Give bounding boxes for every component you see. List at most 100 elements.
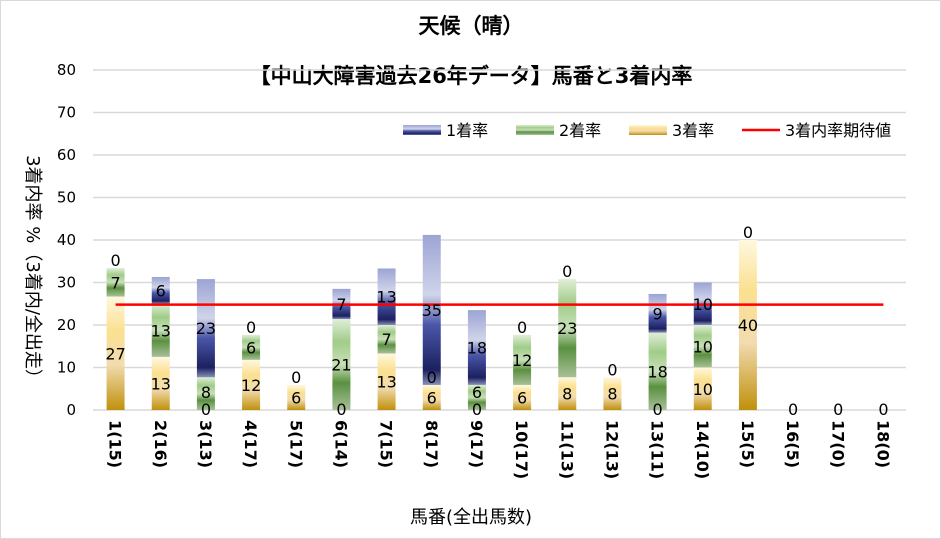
y-tick-label: 10	[57, 359, 76, 377]
data-label: 40	[738, 316, 758, 335]
x-tick-label: 18(0)	[873, 420, 892, 468]
x-tick-label: 10(17)	[512, 420, 531, 479]
data-label: 10	[693, 337, 713, 356]
bar-segment-2	[648, 332, 667, 410]
x-axis-label: 馬番(全出馬数)	[410, 507, 532, 528]
x-tick-label: 11(13)	[557, 420, 576, 479]
data-label: 6	[517, 388, 527, 407]
y-tick-label: 40	[57, 231, 76, 249]
x-tick-label: 17(0)	[828, 420, 847, 468]
bar-segment-2	[106, 268, 125, 297]
chart-subtitle: 【中山大障害過去26年データ】馬番と3着内率	[250, 64, 693, 88]
legend-swatch	[516, 125, 554, 135]
x-tick-label: 6(14)	[331, 420, 350, 468]
x-tick-label: 1(15)	[106, 420, 125, 468]
data-label: 13	[376, 288, 396, 307]
bar-segment-2	[196, 377, 215, 410]
data-label: 27	[105, 344, 125, 363]
bar-segment-1	[106, 296, 125, 410]
y-tick-label: 80	[57, 61, 76, 79]
data-label: 13	[376, 373, 396, 392]
bar-segment-2	[377, 325, 396, 354]
data-label: 8	[562, 385, 572, 404]
data-label: 35	[422, 301, 442, 320]
bar-segment-1	[558, 377, 577, 410]
bar-segment-2	[693, 325, 712, 368]
bar-segment-1	[422, 384, 441, 410]
data-label: 18	[467, 339, 487, 358]
x-tick-label: 5(17)	[286, 420, 305, 468]
y-tick-label: 0	[66, 401, 76, 419]
data-label: 8	[607, 385, 617, 404]
x-tick-label: 16(5)	[783, 420, 802, 468]
data-label: 0	[336, 400, 346, 419]
x-tick-label: 12(13)	[602, 420, 621, 479]
y-tick-label: 30	[57, 274, 76, 292]
x-tick-label: 14(10)	[693, 420, 712, 479]
bar-segment-1	[242, 359, 261, 410]
legend-label: 2着率	[559, 121, 601, 140]
data-label: 7	[110, 273, 120, 292]
y-tick-label: 20	[57, 316, 76, 334]
bar-segment-1	[603, 377, 622, 410]
data-label: 0	[562, 262, 572, 281]
data-label: 0	[110, 251, 120, 270]
y-tick-label: 60	[57, 146, 76, 164]
x-tick-label: 4(17)	[241, 420, 260, 468]
bar-segment-1	[287, 384, 306, 410]
y-tick-label: 50	[57, 189, 76, 207]
bar-segment-1	[377, 353, 396, 410]
bar-segment-1	[738, 240, 757, 410]
x-tick-label: 9(17)	[467, 420, 486, 468]
x-tick-label: 7(15)	[377, 420, 396, 468]
y-tick-label: 70	[57, 104, 76, 122]
legend-swatch	[403, 125, 441, 135]
bar-segment-1	[513, 384, 532, 410]
data-label: 6	[291, 388, 301, 407]
bar-segment-2	[151, 303, 170, 357]
data-label: 7	[381, 330, 391, 349]
bar-segment-1	[693, 367, 712, 410]
bar-segment-2	[242, 334, 261, 360]
bar-segment-3	[467, 310, 486, 385]
y-axis-label: 3着内率 %（3着内/全出走）	[22, 155, 43, 387]
data-label: 13	[151, 374, 171, 393]
data-label: 23	[196, 319, 216, 338]
data-label: 6	[156, 281, 166, 300]
legend-swatch	[629, 125, 667, 135]
data-label: 23	[557, 319, 577, 338]
legend-label: 3着率	[672, 121, 714, 140]
data-label: 21	[331, 356, 351, 375]
bar-segment-3	[377, 268, 396, 325]
x-tick-label: 15(5)	[738, 420, 757, 468]
data-label: 6	[246, 338, 256, 357]
legend-label: 1着率	[446, 121, 488, 140]
data-label: 13	[151, 321, 171, 340]
data-label: 10	[693, 295, 713, 314]
data-label: 8	[201, 383, 211, 402]
data-label: 12	[512, 351, 532, 370]
bar-segment-2	[513, 334, 532, 385]
data-label: 0	[833, 400, 843, 419]
data-label: 6	[472, 383, 482, 402]
data-label: 18	[647, 362, 667, 381]
bar-segment-3	[422, 234, 441, 385]
legend: 1着率 2着率 3着率 3着内率期待値	[403, 121, 891, 140]
bar-segment-1	[151, 356, 170, 410]
data-label: 0	[246, 318, 256, 337]
bar-segment-2	[332, 319, 351, 410]
data-label: 0	[652, 400, 662, 419]
data-label: 0	[878, 400, 888, 419]
data-label: 9	[652, 304, 662, 323]
data-label: 0	[743, 223, 753, 242]
data-label: 0	[291, 368, 301, 387]
data-label: 0	[427, 368, 437, 387]
data-label: 0	[517, 318, 527, 337]
x-tick-label: 13(11)	[648, 420, 667, 479]
chart-title: 天候（晴）	[419, 14, 524, 38]
x-tick-label: 2(16)	[151, 420, 170, 468]
bar-segment-2	[467, 384, 486, 410]
data-label: 0	[472, 400, 482, 419]
